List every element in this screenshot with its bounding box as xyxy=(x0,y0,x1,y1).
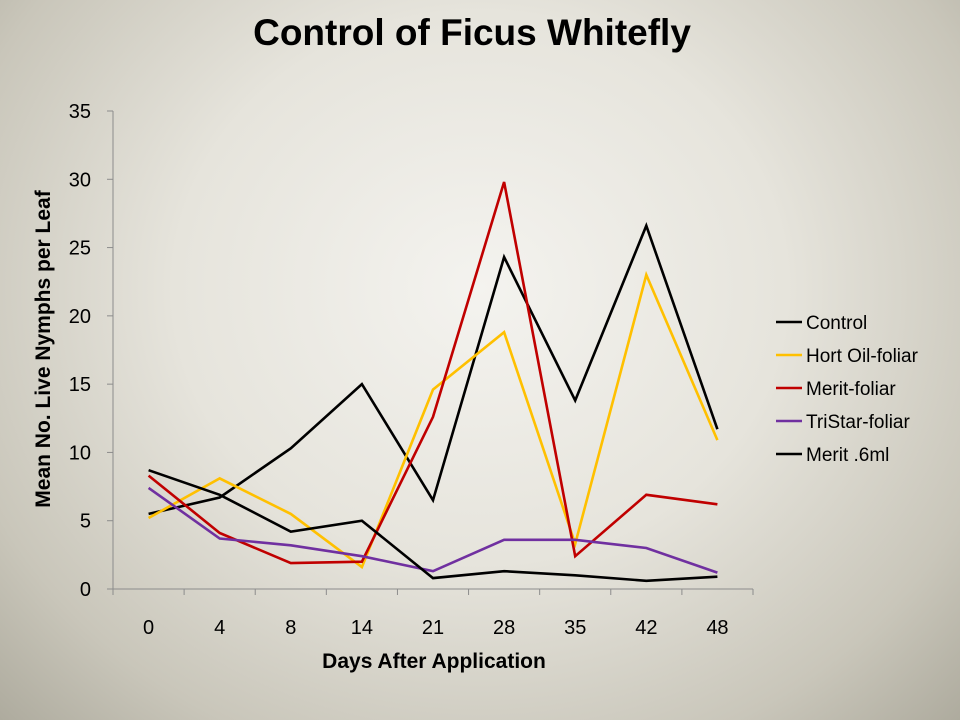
x-tick-label: 21 xyxy=(422,617,444,639)
x-tick-label: 4 xyxy=(214,617,225,639)
y-tick-label: 0 xyxy=(80,579,91,601)
y-axis-title: Mean No. Live Nymphs per Leaf xyxy=(32,189,55,507)
series-layer xyxy=(147,181,719,583)
y-tick-label: 35 xyxy=(69,101,91,123)
x-tick-label: 48 xyxy=(706,617,728,639)
y-tick-label: 10 xyxy=(69,442,91,464)
legend-label: TriStar-foliar xyxy=(806,412,910,433)
y-tick-label: 30 xyxy=(69,169,91,191)
x-tick-label: 28 xyxy=(493,617,515,639)
chart-title: Control of Ficus Whitefly xyxy=(253,12,691,53)
x-tick-label: 0 xyxy=(143,617,154,639)
x-tick-label: 14 xyxy=(351,617,373,639)
legend-label: Hort Oil-foliar xyxy=(806,346,919,367)
x-tick-label: 8 xyxy=(285,617,296,639)
legend-label: Merit .6ml xyxy=(806,445,889,466)
x-tick-label: 42 xyxy=(635,617,657,639)
series-line-3 xyxy=(147,486,718,574)
legend: Control Hort Oil-foliar Merit-foliar TriSta… xyxy=(776,313,919,466)
series-line-2 xyxy=(147,181,718,565)
series-line-0 xyxy=(148,222,719,516)
x-tick-label: 35 xyxy=(564,617,586,639)
y-tick-label: 20 xyxy=(69,306,91,328)
y-tick-label: 25 xyxy=(69,238,91,260)
y-tick-label: 15 xyxy=(69,374,91,396)
legend-label: Control xyxy=(806,313,867,334)
y-tick-label: 5 xyxy=(80,511,91,533)
series-line-1 xyxy=(147,270,719,570)
series-line-4 xyxy=(148,468,718,583)
x-axis-title: Days After Application xyxy=(322,650,546,673)
legend-label: Merit-foliar xyxy=(806,379,896,400)
